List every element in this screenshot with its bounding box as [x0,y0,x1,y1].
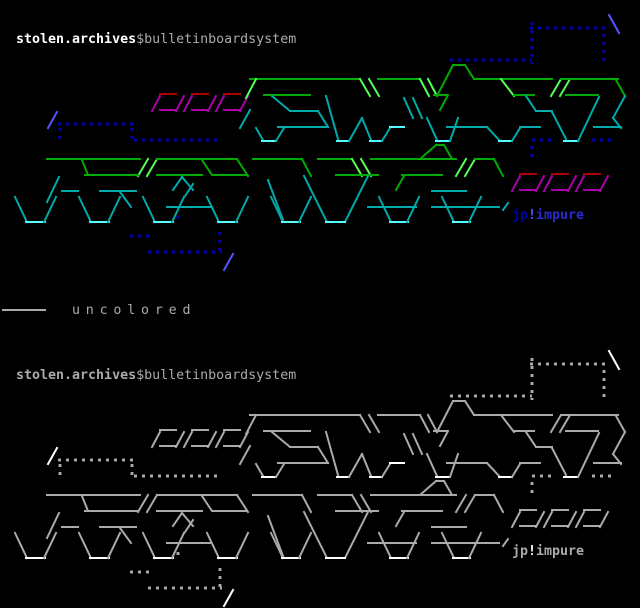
signature-bottom: jp!impure [512,544,584,559]
header-top-name: stolen.archives [16,32,137,47]
signature-bottom-jp: jp [512,544,529,559]
divider-dash [2,309,46,311]
header-top-suffix: $bulletinboardsystem [136,32,297,47]
signature-top-bang: ! [528,208,537,223]
header-bottom-suffix: $bulletinboardsystem [136,368,297,383]
header-bottom: stolen.archives$bulletinboardsystem [16,368,296,383]
signature-bottom-rest: impure [536,544,585,559]
header-bottom-name: stolen.archives [16,368,137,383]
signature-top: jp!impure [512,208,584,223]
header-top: stolen.archives$bulletinboardsystem [16,32,296,47]
signature-bottom-bang: ! [528,544,537,559]
signature-top-jp: jp [512,208,529,223]
signature-top-rest: impure [536,208,585,223]
ansi-art-colored [13,13,627,272]
divider-label: uncolored [72,303,197,318]
ansi-art-uncolored [13,349,627,608]
